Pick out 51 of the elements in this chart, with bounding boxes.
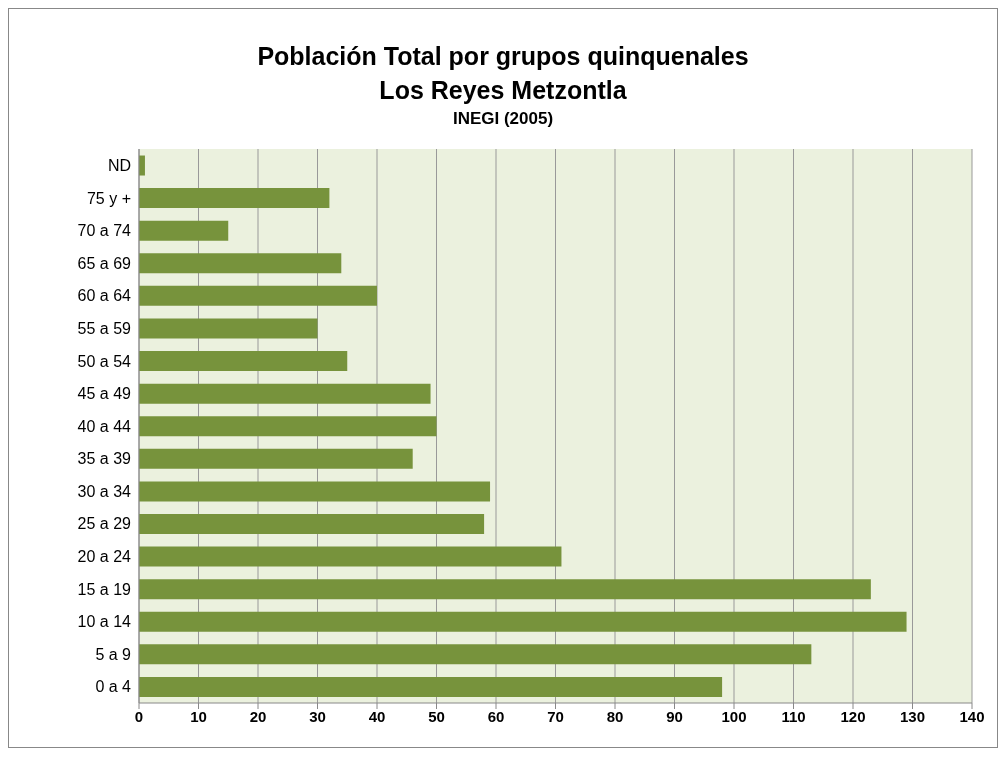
bar	[139, 351, 348, 372]
x-tick-label: 30	[309, 707, 326, 725]
bar	[139, 448, 413, 469]
x-tick-label: 140	[959, 707, 985, 725]
y-tick-label: 45 a 49	[77, 385, 132, 403]
x-tick-label: 0	[134, 707, 144, 725]
bar	[139, 383, 431, 404]
x-tick-label: 10	[190, 707, 207, 725]
x-tick-label: 110	[781, 707, 806, 725]
y-tick-label: 40 a 44	[77, 417, 132, 435]
chart-subtitle: Los Reyes Metzontla	[378, 75, 628, 106]
bar	[139, 676, 723, 697]
y-tick-label: 25 a 29	[77, 515, 132, 533]
bar	[139, 318, 318, 339]
x-tick-label: 80	[606, 707, 624, 725]
y-tick-label: 10 a 14	[77, 613, 132, 631]
bar	[139, 253, 342, 274]
y-tick-label: 30 a 34	[77, 482, 132, 500]
y-tick-label: 50 a 54	[77, 352, 132, 370]
x-tick-label: 130	[899, 707, 926, 725]
y-tick-label: ND	[107, 156, 131, 174]
text: INEGI (2005)	[451, 108, 555, 130]
y-tick-label: 70 a 74	[77, 222, 132, 240]
y-tick-label: 35 a 39	[77, 450, 132, 468]
x-tick-label: 40	[368, 707, 386, 725]
bar	[139, 416, 437, 437]
x-tick-label: 100	[721, 707, 747, 725]
bar	[139, 579, 871, 600]
x-tick-label: 120	[840, 707, 866, 725]
y-tick-label: 0 a 4	[95, 678, 132, 696]
y-tick-label: 65 a 69	[77, 254, 132, 272]
bar	[139, 513, 485, 534]
y-tick-label: 55 a 59	[77, 319, 132, 337]
bar	[139, 481, 491, 502]
y-tick-label: 5 a 9	[95, 645, 132, 663]
x-tick-label: 20	[249, 707, 267, 725]
x-tick-label: 70	[547, 707, 564, 725]
bar	[139, 644, 812, 665]
y-tick-label: 15 a 19	[77, 580, 132, 598]
x-tick-label: 60	[487, 707, 505, 725]
y-tick-label: 75 y +	[86, 189, 131, 207]
x-tick-label: 90	[666, 707, 683, 725]
bar	[139, 285, 377, 306]
bar	[139, 546, 562, 567]
chart-title: Población Total por grupos quinquenales	[256, 41, 750, 72]
bar	[139, 188, 330, 209]
bar	[139, 611, 907, 632]
x-tick-label: 50	[428, 707, 445, 725]
bar	[139, 220, 229, 241]
y-tick-label: 60 a 64	[77, 287, 132, 305]
y-tick-label: 20 a 24	[77, 548, 132, 566]
